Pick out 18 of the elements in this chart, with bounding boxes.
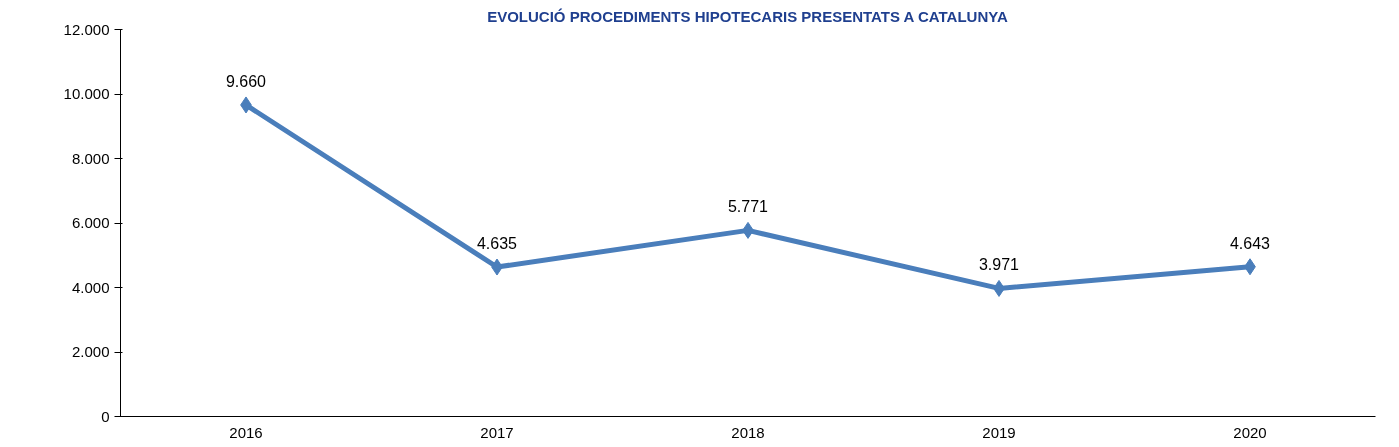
y-tick-label: 12.000: [63, 20, 110, 38]
data-label: 5.771: [727, 198, 769, 216]
chart-title: EVOLUCIÓ PROCEDIMENTS HIPOTECARIS PRESENTATS A CATALUNYA: [487, 7, 1008, 25]
data-label: 3.971: [978, 256, 1020, 274]
x-tick-label: 2019: [982, 423, 1016, 441]
data-label: 9.660: [225, 72, 267, 90]
x-tick-label: 2020: [1233, 423, 1267, 441]
y-tick-label: 6.000: [71, 214, 110, 231]
x-tick-label: 2016: [229, 423, 263, 441]
y-tick-label: 2.000: [71, 343, 110, 360]
x-tick-label: 2018: [731, 423, 765, 441]
y-tick-label: 4.000: [71, 278, 110, 296]
data-label: 4.643: [1229, 234, 1271, 252]
y-tick-label: 10.000: [63, 85, 110, 102]
y-tick-label: 0: [101, 407, 110, 425]
y-tick-label: 8.000: [71, 149, 110, 167]
data-label: 4.635: [476, 235, 518, 253]
x-tick-label: 2017: [480, 423, 514, 441]
